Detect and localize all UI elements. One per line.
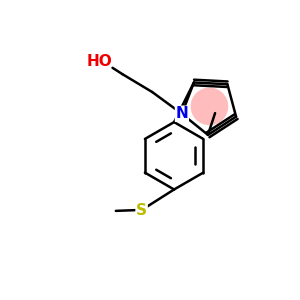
Text: S: S (136, 202, 147, 217)
Text: N: N (176, 106, 188, 121)
Ellipse shape (190, 88, 228, 125)
Text: HO: HO (87, 54, 112, 69)
